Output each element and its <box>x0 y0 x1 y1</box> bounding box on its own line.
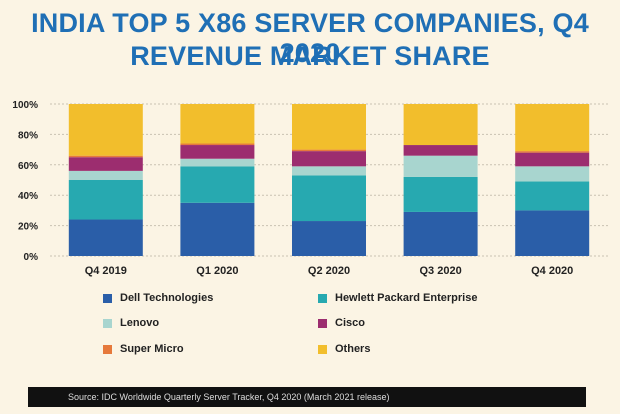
bar-segment-super-micro <box>180 143 255 146</box>
legend-swatch <box>318 293 327 303</box>
legend-label: Cisco <box>335 317 365 329</box>
legend-label: Others <box>335 343 371 355</box>
bar-segment-dell-technologies <box>515 210 590 256</box>
bar-segment-super-micro <box>292 149 366 152</box>
bar-segment-dell-technologies <box>68 219 143 256</box>
legend-swatch <box>318 344 327 354</box>
x-tick-label: Q4 2020 <box>531 265 573 277</box>
bar-segment-hewlett-packard-enterprise <box>68 180 143 220</box>
x-tick-label: Q4 2019 <box>85 265 127 277</box>
bar-segment-cisco <box>403 145 478 156</box>
y-tick-label: 80% <box>18 130 38 141</box>
bar-segment-cisco <box>68 157 143 171</box>
x-tick-label: Q3 2020 <box>419 265 461 277</box>
bar-segment-dell-technologies <box>180 202 255 256</box>
y-tick-label: 20% <box>18 222 38 233</box>
legend-swatch <box>318 318 327 328</box>
bar-segment-dell-technologies <box>292 221 366 256</box>
bar-segment-super-micro <box>515 151 590 153</box>
bar-segment-hewlett-packard-enterprise <box>292 175 366 222</box>
bar-segment-hewlett-packard-enterprise <box>180 166 255 203</box>
bar-segment-hewlett-packard-enterprise <box>403 176 478 212</box>
chart-title-line2: REVENUE MARKET SHARE <box>130 41 490 71</box>
legend-item: Dell Technologies <box>103 292 213 304</box>
legend-label: Hewlett Packard Enterprise <box>335 292 478 304</box>
bar-segment-dell-technologies <box>403 211 478 256</box>
legend-item: Lenovo <box>103 317 159 329</box>
bar-segment-lenovo <box>403 155 478 177</box>
bar-segment-lenovo <box>180 158 255 167</box>
bar-segment-lenovo <box>68 170 143 180</box>
legend-item: Hewlett Packard Enterprise <box>318 292 477 304</box>
bar-segment-super-micro <box>68 155 143 158</box>
bar-segment-cisco <box>292 151 366 167</box>
bar-segment-hewlett-packard-enterprise <box>515 181 590 211</box>
stacked-bar-chart: 0% 20% 40% 60% 80% 100% Q4 2019 Q1 2020 Q2 2020 Q… <box>12 100 608 277</box>
bar-segment-cisco <box>515 152 590 167</box>
legend-swatch <box>103 293 112 303</box>
x-tick-label: Q2 2020 <box>308 265 350 277</box>
legend-item: Super Micro <box>103 343 184 355</box>
bar-segment-others <box>292 104 366 150</box>
y-tick-label: 100% <box>12 100 38 111</box>
bar-segment-others <box>403 104 478 146</box>
y-tick-label: 0% <box>24 252 39 263</box>
y-tick-label: 40% <box>18 191 38 202</box>
legend-label: Super Micro <box>120 343 184 355</box>
legend-label: Dell Technologies <box>120 292 214 304</box>
bar-segment-cisco <box>180 145 255 159</box>
legend-label: Lenovo <box>120 317 160 329</box>
bar-segment-others <box>515 104 590 152</box>
x-tick-label: Q1 2020 <box>196 265 238 277</box>
legend-item: Others <box>318 343 370 355</box>
bar-segment-others <box>68 104 143 156</box>
bar-segment-lenovo <box>292 166 366 176</box>
chart-title-line1: INDIA TOP 5 X86 SERVER COMPANIES, Q4 202… <box>31 8 589 68</box>
source-note: Source: IDC Worldwide Quarterly Server T… <box>28 387 586 407</box>
y-tick-label: 60% <box>18 161 38 172</box>
legend-swatch <box>103 344 112 354</box>
legend-swatch <box>103 318 112 328</box>
bar-segment-lenovo <box>515 166 590 182</box>
legend-item: Cisco <box>318 317 365 329</box>
bar-segment-others <box>180 104 255 144</box>
